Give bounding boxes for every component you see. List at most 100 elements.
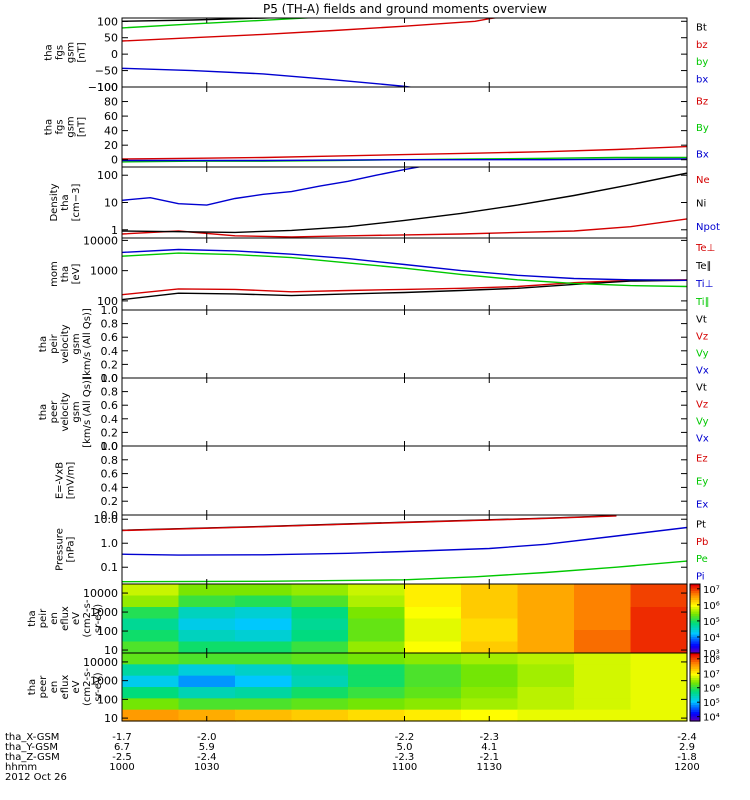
y-tick-label: 1.0 bbox=[101, 304, 119, 317]
colorbar-segment bbox=[690, 623, 700, 626]
colorbar-segment bbox=[690, 586, 700, 590]
heatmap-cell bbox=[235, 584, 293, 597]
colorbar-segment bbox=[690, 657, 700, 661]
series-line-bx bbox=[122, 67, 415, 87]
heatmap-cell bbox=[574, 653, 632, 665]
y-axis-label: tha bbox=[60, 266, 71, 282]
heatmap-cell bbox=[517, 687, 575, 699]
heatmap-cell bbox=[291, 653, 349, 665]
y-tick-label: 0.1 bbox=[101, 561, 119, 574]
heatmap-cell bbox=[235, 709, 293, 722]
heatmap-cell bbox=[235, 595, 293, 608]
heatmap-cell bbox=[574, 664, 632, 677]
y-axis-label: gsm bbox=[71, 401, 82, 422]
y-axis-label: en bbox=[49, 681, 60, 694]
y-tick-label: 10 bbox=[104, 644, 118, 657]
series-group bbox=[122, 248, 687, 301]
y-axis-label: eV bbox=[71, 680, 82, 693]
colorbar-segment bbox=[690, 600, 700, 603]
heatmap-cell bbox=[574, 641, 632, 654]
y-axis-label: fgs bbox=[55, 45, 66, 60]
y-tick-label: 100 bbox=[97, 295, 118, 308]
legend-bz: bz bbox=[696, 40, 708, 51]
y-axis-label: (cm2-s- bbox=[82, 668, 93, 706]
colorbar-segment bbox=[690, 677, 700, 681]
legend-Ez: Ez bbox=[696, 454, 708, 465]
y-tick-label: 100 bbox=[97, 625, 118, 638]
y-tick-label: −100 bbox=[88, 81, 118, 94]
y-tick-label: 1.0 bbox=[101, 372, 119, 385]
y-tick-label: 10 bbox=[104, 712, 118, 725]
y-axis-label: peir bbox=[38, 608, 49, 628]
y-tick-label: 0 bbox=[111, 48, 118, 61]
footer-value: 1000 bbox=[109, 762, 134, 773]
heatmap-cell bbox=[122, 618, 180, 631]
colorbar-label: 10⁷ bbox=[703, 669, 720, 680]
colorbar-label: 10⁸ bbox=[703, 655, 720, 666]
y-tick-label: 0.8 bbox=[101, 318, 119, 331]
panel-pressure: Pt Pb Pe Pi 10.0 1.0 0.1 Pressure [nPa] bbox=[55, 513, 708, 585]
heatmap-cell bbox=[630, 675, 688, 688]
heatmap-cell bbox=[574, 675, 632, 688]
legend-Te∥: Te∥ bbox=[695, 261, 712, 272]
series-line-Bx bbox=[122, 158, 687, 162]
heatmap-cell bbox=[122, 664, 180, 677]
footer-value: 1200 bbox=[674, 762, 699, 773]
heatmap-cell bbox=[517, 653, 575, 665]
heatmap-cell bbox=[461, 584, 519, 597]
legend-Te⊥: Te⊥ bbox=[695, 243, 715, 254]
colorbar-segment bbox=[690, 707, 700, 711]
heatmap-cell bbox=[348, 584, 406, 597]
colorbar-segment bbox=[690, 691, 700, 695]
colorbar-segment bbox=[690, 696, 700, 699]
y-tick-label: 50 bbox=[104, 32, 118, 45]
heatmap-cell bbox=[404, 607, 462, 620]
series-line-Bt bbox=[122, 18, 283, 22]
colorbar-segment bbox=[690, 595, 700, 599]
heatmap-cell bbox=[517, 709, 575, 722]
heatmap-cell bbox=[630, 653, 688, 665]
colorbar-segment bbox=[690, 682, 700, 686]
colorbar-segment bbox=[690, 611, 700, 615]
heatmap-cell bbox=[517, 595, 575, 608]
heatmap-cell bbox=[178, 595, 236, 608]
y-tick-label: 1000 bbox=[90, 606, 118, 619]
heatmap-cell bbox=[630, 595, 688, 608]
y-axis-label: sr-eV) bbox=[93, 604, 104, 633]
footer-row-label: tha_Y-GSM bbox=[5, 742, 58, 753]
series-line-Te⊥ bbox=[122, 279, 687, 296]
heatmap-cell bbox=[291, 641, 349, 654]
heatmap-cell bbox=[517, 630, 575, 643]
heatmap-cell bbox=[122, 641, 180, 654]
y-axis-label: peer bbox=[49, 400, 60, 424]
y-axis-label: sr-eV) bbox=[93, 672, 104, 701]
heatmap-cell bbox=[122, 595, 180, 608]
heatmap-cell bbox=[404, 584, 462, 597]
panel-frame bbox=[121, 17, 688, 88]
y-axis-label: gsm bbox=[66, 116, 77, 137]
y-axis-label: gsm bbox=[71, 333, 82, 354]
colorbar-segment bbox=[690, 627, 700, 631]
heatmap-cell bbox=[291, 630, 349, 643]
y-tick-label: 1 bbox=[111, 224, 118, 237]
series-line-Ni bbox=[122, 172, 687, 234]
colorbar-segment bbox=[690, 709, 700, 713]
colorbar-segment bbox=[690, 668, 700, 672]
series-line-bz bbox=[122, 18, 500, 42]
heatmap-cell bbox=[291, 607, 349, 620]
heatmap-cell bbox=[235, 675, 293, 688]
legend-Vz: Vz bbox=[696, 400, 708, 411]
y-tick-label: 100 bbox=[97, 693, 118, 706]
legend-Pb: Pb bbox=[696, 537, 708, 548]
heatmap-cell bbox=[235, 698, 293, 711]
y-tick-label: −50 bbox=[95, 65, 118, 78]
colorbar-segment bbox=[690, 616, 700, 620]
heatmap-cell bbox=[178, 687, 236, 699]
series-line-Pe bbox=[122, 560, 687, 583]
colorbar-segment bbox=[690, 653, 700, 656]
heatmap-cell bbox=[574, 698, 632, 711]
y-axis-label: Pressure bbox=[55, 528, 66, 571]
heatmap-cell bbox=[461, 618, 519, 631]
